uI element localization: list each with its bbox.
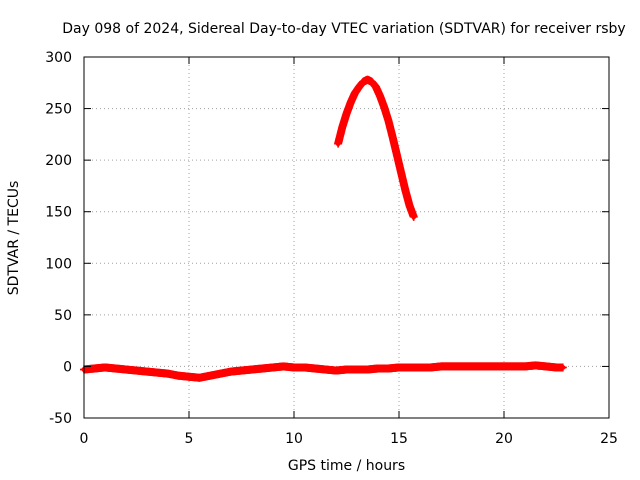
y-tick-label: 150	[45, 205, 72, 221]
x-tick-label: 10	[285, 431, 303, 447]
y-axis-label: SDTVAR / TECUs	[6, 181, 22, 296]
series-baseline	[80, 361, 567, 382]
data-point	[409, 212, 418, 221]
x-axis-label: GPS time / hours	[288, 458, 405, 474]
x-tick-label: 25	[600, 431, 618, 447]
grid	[84, 57, 609, 418]
chart-title: Day 098 of 2024, Sidereal Day-to-day VTE…	[62, 21, 625, 37]
tick-marks	[83, 56, 610, 419]
plot-frame	[83, 56, 610, 419]
y-tick-labels: -50 0 50 100 150 200 250 300	[45, 50, 72, 427]
x-tick-labels: 0 5 10 15 20 25	[80, 431, 618, 447]
y-tick-label: 300	[45, 50, 72, 66]
y-tick-label: -50	[49, 411, 72, 427]
data-layer	[80, 75, 567, 382]
x-tick-label: 15	[390, 431, 408, 447]
y-tick-label: 200	[45, 153, 72, 169]
x-tick-label: 0	[80, 431, 89, 447]
y-tick-label: 0	[63, 359, 72, 375]
x-tick-label: 20	[495, 431, 513, 447]
y-tick-label: 250	[45, 102, 72, 118]
x-tick-label: 5	[185, 431, 194, 447]
y-tick-label: 100	[45, 256, 72, 272]
data-point	[558, 363, 567, 372]
y-tick-label: 50	[54, 308, 72, 324]
series-arc	[334, 75, 418, 221]
